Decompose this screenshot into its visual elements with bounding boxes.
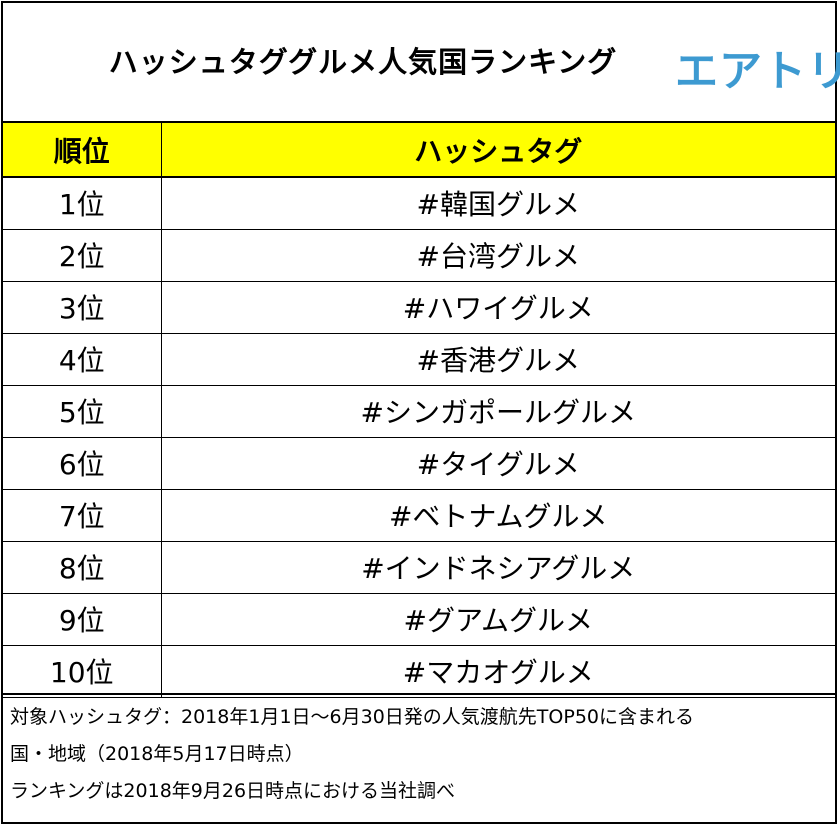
rank-cell: 7位 [3,488,162,542]
rank-cell: 3位 [3,280,162,334]
hashtag-cell: #グアムグルメ [160,592,835,646]
hashtag-cell: #タイグルメ [160,436,835,490]
brand-logo: エアトリ [675,47,840,97]
rank-cell: 10位 [3,644,162,698]
page-title: ハッシュタググルメ人気国ランキング [108,45,618,79]
table-row: 6位 #タイグルメ [3,436,835,490]
hashtag-cell: #マカオグルメ [160,644,835,698]
hashtag-cell: #インドネシアグルメ [160,540,835,594]
column-header-rank: 順位 [3,121,162,178]
rank-cell: 1位 [3,176,162,230]
table-row: 3位 #ハワイグルメ [3,280,835,334]
rank-cell: 8位 [3,540,162,594]
table-row: 2位 #台湾グルメ [3,228,835,282]
table-row: 8位 #インドネシアグルメ [3,540,835,594]
table-row: 7位 #ベトナムグルメ [3,488,835,542]
table-header-row: 順位 ハッシュタグ [3,121,835,178]
hashtag-cell: #香港グルメ [160,332,835,386]
table-row: 10位 #マカオグルメ [3,644,835,698]
rank-cell: 4位 [3,332,162,386]
header: ハッシュタググルメ人気国ランキング エアトリ [3,3,840,121]
table-row: 5位 #シンガポールグルメ [3,384,835,438]
ranking-table: 順位 ハッシュタグ 1位 #韓国グルメ 2位 #台湾グルメ 3位 #ハワイグルメ… [3,121,835,698]
hashtag-cell: #台湾グルメ [160,228,835,282]
column-header-hashtag: ハッシュタグ [160,121,835,178]
hashtag-cell: #ハワイグルメ [160,280,835,334]
table-row: 1位 #韓国グルメ [3,176,835,230]
table-row: 9位 #グアムグルメ [3,592,835,646]
rank-cell: 5位 [3,384,162,438]
hashtag-cell: #シンガポールグルメ [160,384,835,438]
footnotes: 対象ハッシュタグ：2018年1月1日～6月30日発の人気渡航先TOP50に含まれ… [3,693,835,822]
rank-cell: 6位 [3,436,162,490]
footnote-line: ランキングは2018年9月26日時点における当社調べ [10,780,456,802]
table-row: 4位 #香港グルメ [3,332,835,386]
rank-cell: 2位 [3,228,162,282]
footnote-line: 国・地域（2018年5月17日時点） [10,743,304,765]
hashtag-cell: #韓国グルメ [160,176,835,230]
hashtag-cell: #ベトナムグルメ [160,488,835,542]
footnote-line: 対象ハッシュタグ：2018年1月1日～6月30日発の人気渡航先TOP50に含まれ… [10,706,694,728]
rank-cell: 9位 [3,592,162,646]
